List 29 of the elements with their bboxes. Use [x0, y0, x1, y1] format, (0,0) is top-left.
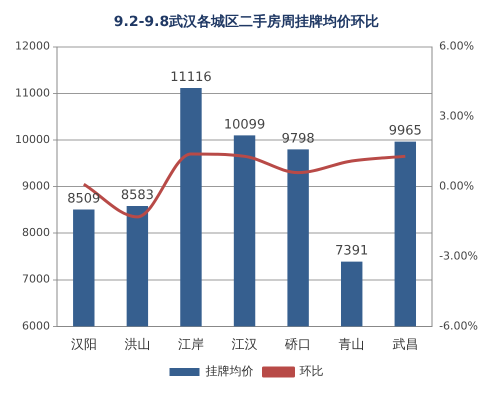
- data-label: 8509: [67, 191, 100, 206]
- y-tick-label: 7000: [22, 272, 50, 286]
- y2-tick-label: 0.00%: [439, 179, 474, 192]
- legend-label: 环比: [300, 364, 324, 378]
- x-tick-label: 洪山: [124, 338, 150, 353]
- data-label: 9798: [282, 131, 315, 146]
- x-tick-label: 青山: [338, 338, 365, 353]
- y-tick-label: 8000: [22, 226, 50, 240]
- chart-title: 9.2-9.8武汉各城区二手房周挂牌均价环比: [114, 13, 380, 30]
- y2-tick-label: -6.00%: [439, 319, 478, 332]
- y2-tick-label: 6.00%: [439, 40, 474, 53]
- y2-tick-label: -3.00%: [439, 249, 478, 262]
- data-label: 7391: [335, 243, 368, 258]
- y-tick-label: 12000: [14, 40, 50, 53]
- x-tick-label: 硚口: [284, 338, 312, 353]
- data-label: 10099: [224, 117, 266, 132]
- legend-label: 挂牌均价: [206, 364, 254, 378]
- y-tick-label: 6000: [22, 319, 50, 332]
- x-tick-label: 武昌: [392, 338, 418, 353]
- y-tick-label: 11000: [14, 86, 50, 100]
- y-tick-label: 10000: [14, 132, 50, 146]
- data-label: 9965: [388, 124, 422, 139]
- x-tick-label: 江岸: [178, 338, 204, 353]
- data-label: 8583: [120, 188, 154, 203]
- data-label: 11116: [170, 70, 212, 85]
- y2-tick-label: 3.00%: [439, 110, 474, 123]
- y-tick-label: 9000: [22, 179, 50, 192]
- x-tick-label: 汉阳: [70, 338, 97, 353]
- x-tick-label: 江汉: [232, 338, 258, 353]
